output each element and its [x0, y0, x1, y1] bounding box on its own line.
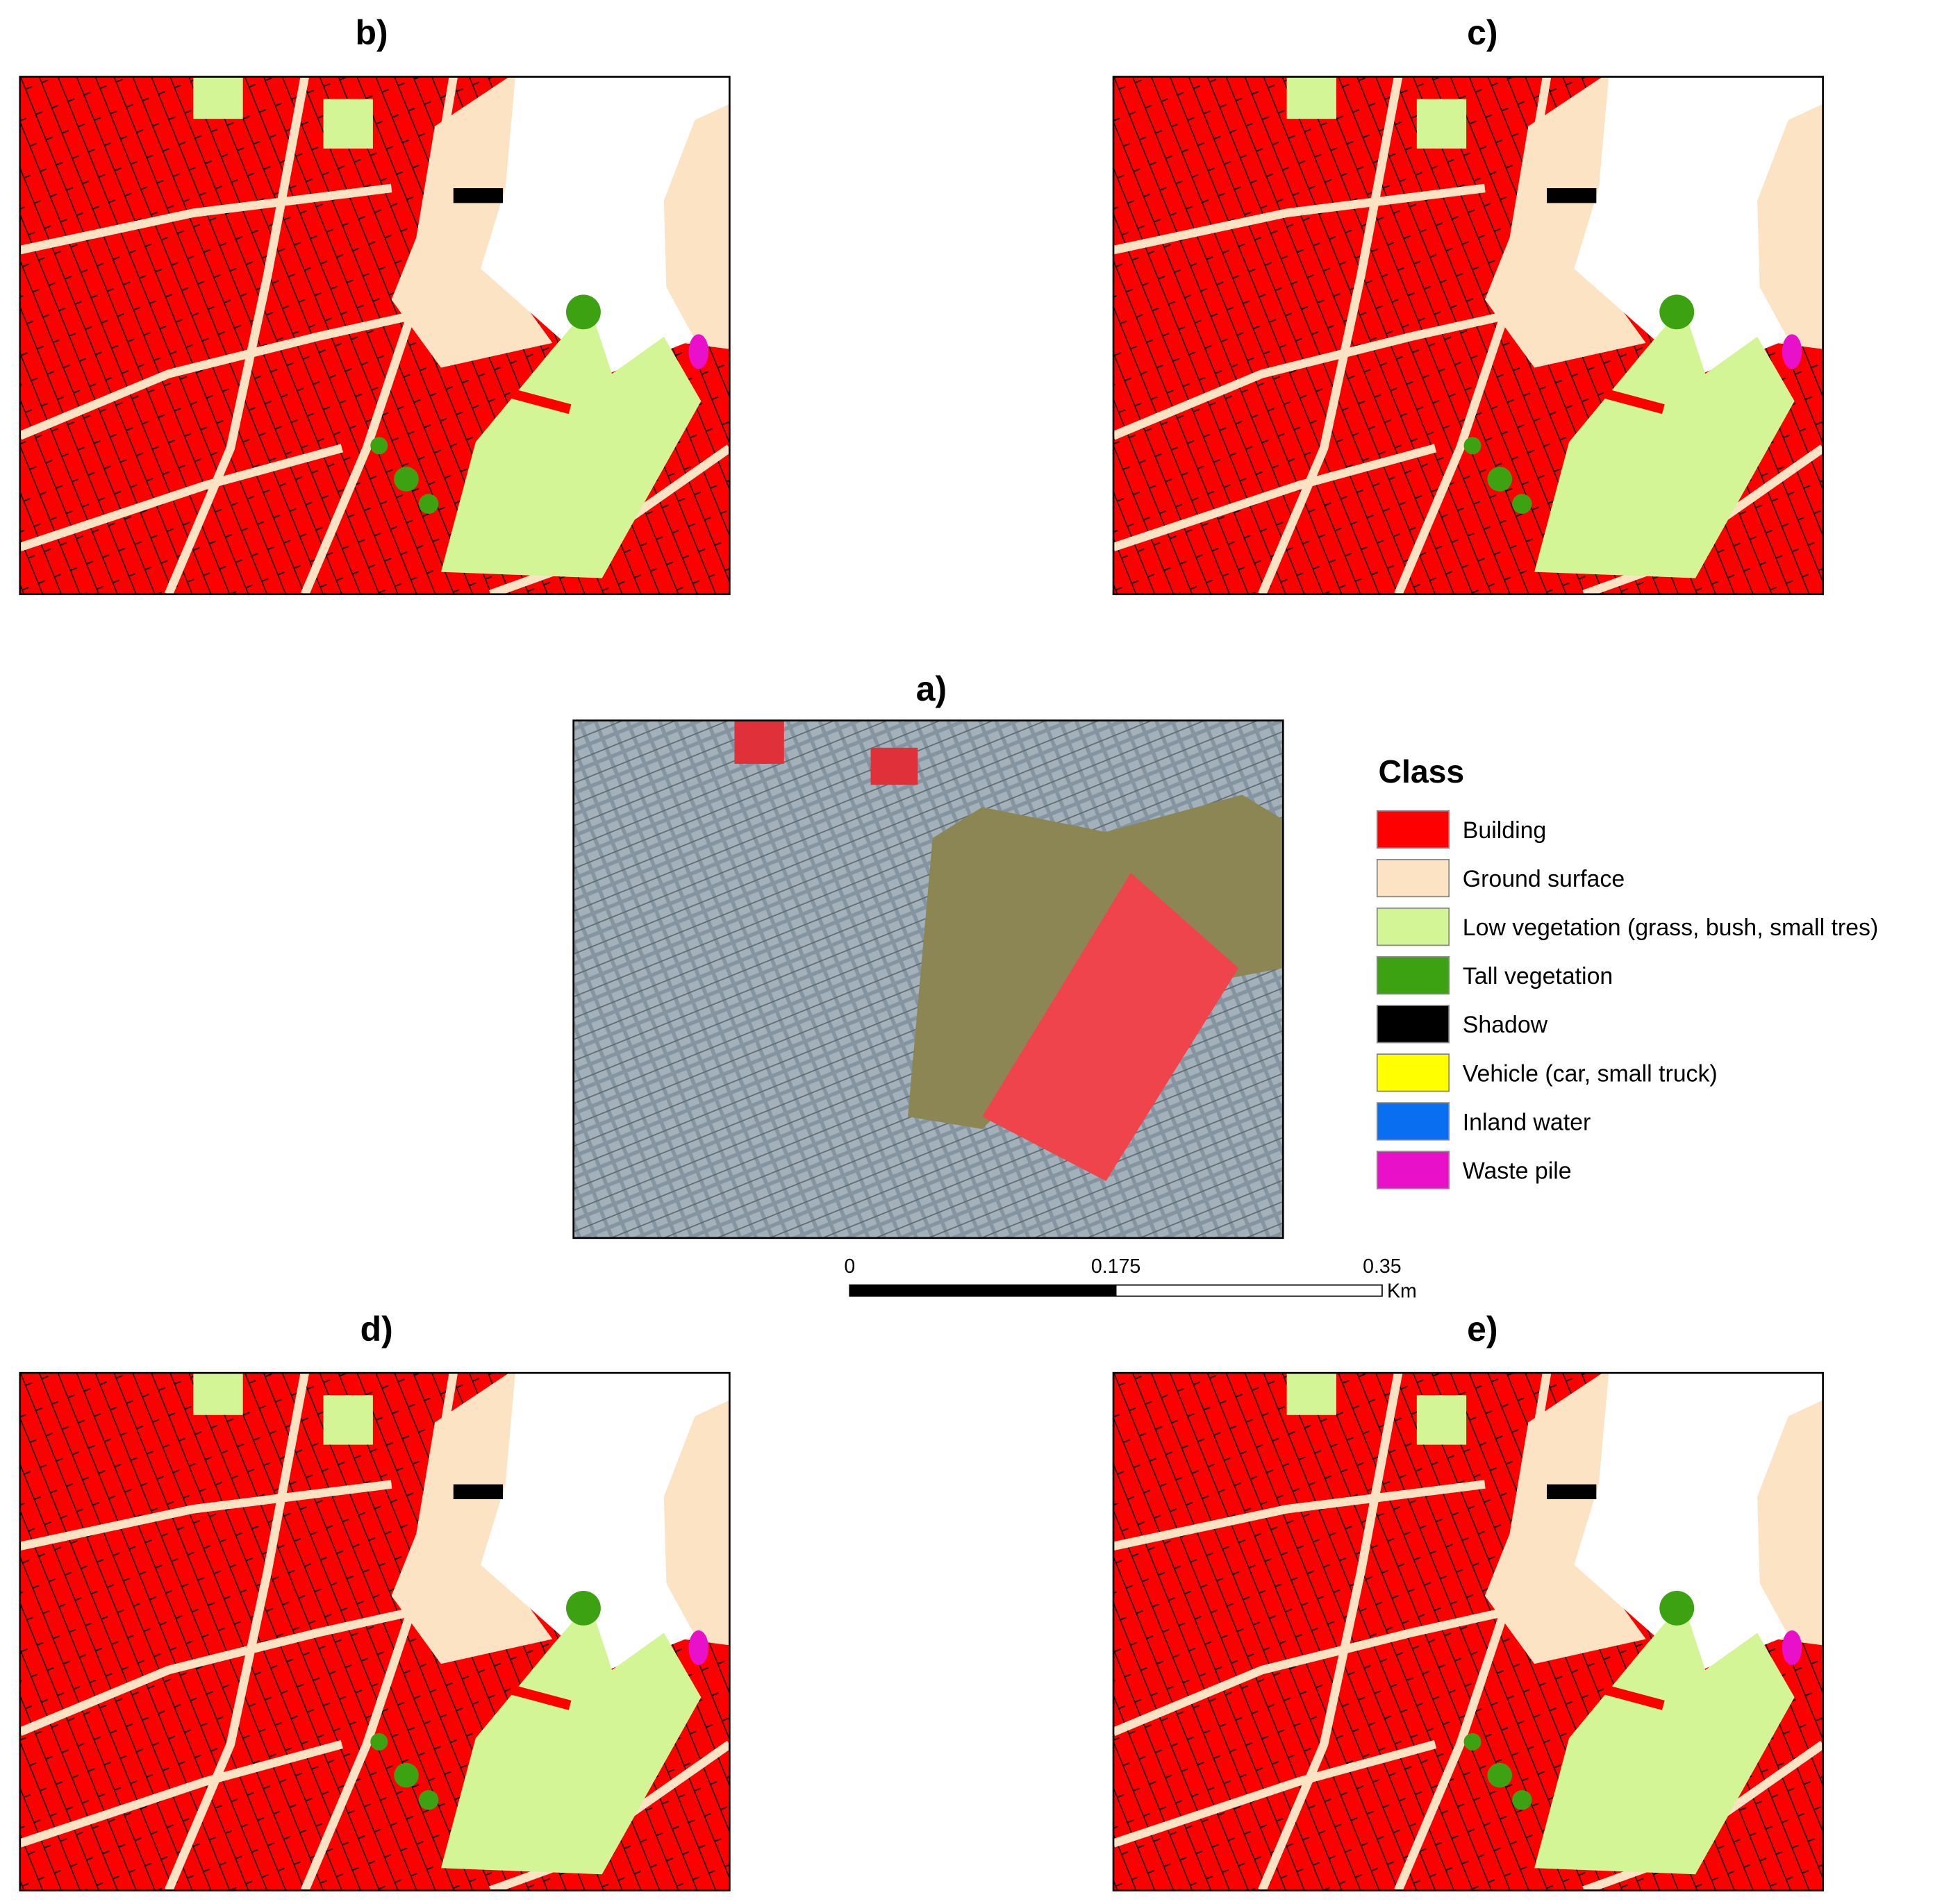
legend-swatch: [1376, 1151, 1450, 1189]
image-red-patch: [870, 747, 918, 785]
legend-label: Low vegetation (grass, bush, small tres): [1463, 915, 1878, 941]
panel-label: d): [360, 1310, 393, 1348]
legend-label: Vehicle (car, small truck): [1463, 1060, 1718, 1087]
panel-frame: [19, 76, 731, 596]
scale-label: 0.175: [1091, 1255, 1140, 1278]
panel-label: b): [356, 13, 388, 52]
classification-map: [20, 77, 730, 644]
legend-swatch: [1376, 1102, 1450, 1141]
legend-swatch: [1376, 907, 1450, 946]
panel-label: a): [916, 669, 947, 708]
scale-segment: [1115, 1284, 1383, 1297]
legend-swatch: [1376, 956, 1450, 995]
legend-label: Inland water: [1463, 1109, 1591, 1135]
legend-label: Ground surface: [1463, 866, 1625, 892]
legend-label: Shadow: [1463, 1012, 1548, 1038]
panel-frame: [19, 1371, 731, 1892]
image-red-field: [982, 872, 1239, 1181]
legend: Class Building Ground surface Low vegetatio…: [1376, 753, 1878, 1189]
panel-label: e): [1467, 1310, 1497, 1348]
scale-segment: [849, 1284, 1117, 1297]
panel-label: c): [1467, 13, 1497, 52]
classification-map: [1113, 1373, 1823, 1904]
panel-frame: [1112, 76, 1824, 596]
legend-swatch: [1376, 858, 1450, 898]
legend-swatch: [1376, 1005, 1450, 1044]
scale-label: 0.35: [1363, 1255, 1402, 1278]
legend-label: Building: [1463, 817, 1546, 844]
scale-unit: Km: [1387, 1280, 1417, 1302]
legend-label: Tall vegetation: [1463, 963, 1613, 989]
panels: b) c) a) d) e): [19, 13, 1824, 1904]
panel-frame: [1112, 1371, 1824, 1892]
panel-frame: [572, 719, 1284, 1239]
classification-map: [20, 1373, 730, 1904]
classification-map: [1113, 77, 1823, 644]
image-red-patch: [734, 720, 784, 765]
legend-label: Waste pile: [1463, 1158, 1572, 1184]
scale-label: 0: [844, 1255, 855, 1278]
legend-swatch: [1376, 810, 1450, 849]
legend-title: Class: [1379, 753, 1465, 790]
legend-swatch: [1376, 1053, 1450, 1092]
